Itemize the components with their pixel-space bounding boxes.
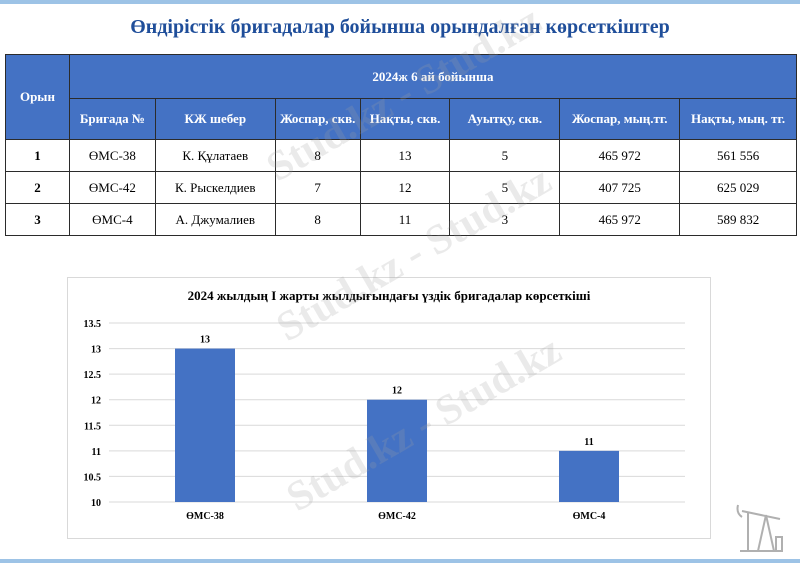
plan-wells-cell: 7: [274, 171, 361, 204]
chart-title: 2024 жылдың І жарты жылдығындағы үздік б…: [187, 288, 591, 303]
actual-wells-cell: 13: [359, 139, 451, 172]
deviation-cell: 3: [449, 203, 561, 236]
master-cell: К. Құлатаев: [154, 139, 276, 172]
plan-money-cell: 407 725: [559, 171, 681, 204]
column-header: Бригада №: [68, 98, 156, 140]
top-decor-line: [0, 0, 800, 4]
table-row: 1 ӨМС-38 К. Құлатаев 8 13 5 465 972 561 …: [5, 139, 797, 172]
rank-header: Орын: [5, 54, 70, 140]
plan-wells-cell: 8: [274, 203, 361, 236]
actual-money-cell: 625 029: [679, 171, 797, 204]
data-label: 12: [392, 386, 402, 397]
actual-money-cell: 589 832: [679, 203, 797, 236]
table-row: 3 ӨМС-4 А. Джумалиев 8 11 3 465 972 589 …: [5, 203, 797, 236]
period-header: 2024ж 6 ай бойынша: [68, 54, 798, 99]
page-title: Өндірістік бригадалар бойынша орындалған…: [130, 16, 670, 38]
column-header: Ауытқу, скв.: [449, 98, 561, 140]
x-tick-label: ӨМС-42: [378, 511, 416, 522]
table-header-row: Орын 2024ж 6 ай бойынша: [5, 54, 798, 140]
brigade-cell: ӨМС-4: [68, 203, 156, 236]
deviation-cell: 5: [449, 139, 561, 172]
data-label: 11: [584, 437, 593, 448]
actual-wells-cell: 11: [359, 203, 451, 236]
table-column-headers: Бригада № КЖ шебер Жоспар, скв. Нақты, с…: [6, 98, 797, 140]
data-label: 13: [200, 335, 210, 346]
y-tick-label: 12.5: [84, 370, 102, 381]
plan-money-cell: 465 972: [559, 203, 681, 236]
deviation-cell: 5: [449, 171, 561, 204]
brigade-cell: ӨМС-42: [68, 171, 156, 204]
oil-pump-icon: [736, 504, 783, 552]
x-tick-label: ӨМС-38: [186, 511, 224, 522]
x-tick-label: ӨМС-4: [573, 511, 606, 522]
y-tick-label: 13: [91, 345, 101, 356]
plan-wells-cell: 8: [274, 139, 361, 172]
brigade-cell: ӨМС-38: [68, 139, 156, 172]
y-tick-label: 13.5: [84, 319, 102, 330]
rank-cell: 2: [5, 171, 70, 204]
bar-chart: 13.5 13 12.5 12 11.5 11 10.5 10 13 ӨМС-38 12 ӨМС-42…: [84, 319, 685, 522]
rank-cell: 3: [5, 203, 70, 236]
bar: [367, 399, 427, 502]
column-header: Нақты, мың. тг.: [679, 98, 797, 140]
brigade-results-table: Орын 2024ж 6 ай бойынша Бригада № КЖ шеб…: [5, 54, 798, 236]
column-header: Жоспар, мың.тг.: [559, 98, 681, 140]
y-tick-label: 11: [92, 447, 101, 458]
y-tick-label: 12: [91, 396, 101, 407]
y-tick-label: 10: [91, 498, 101, 509]
actual-wells-cell: 12: [359, 171, 451, 204]
column-header: Нақты, скв.: [359, 98, 451, 140]
bar: [559, 450, 619, 502]
actual-money-cell: 561 556: [679, 139, 797, 172]
y-tick-label: 10.5: [84, 472, 102, 483]
master-cell: К. Рыскелдиев: [154, 171, 276, 204]
master-cell: А. Джумалиев: [154, 203, 276, 236]
y-tick-label: 11.5: [84, 421, 101, 432]
rank-cell: 1: [5, 139, 70, 172]
bottom-decor-line: [0, 559, 800, 563]
table-row: 2 ӨМС-42 К. Рыскелдиев 7 12 5 407 725 62…: [5, 171, 797, 204]
column-header: КЖ шебер: [154, 98, 276, 140]
plan-money-cell: 465 972: [559, 139, 681, 172]
column-header: Жоспар, скв.: [274, 98, 361, 140]
bar: [175, 348, 235, 502]
